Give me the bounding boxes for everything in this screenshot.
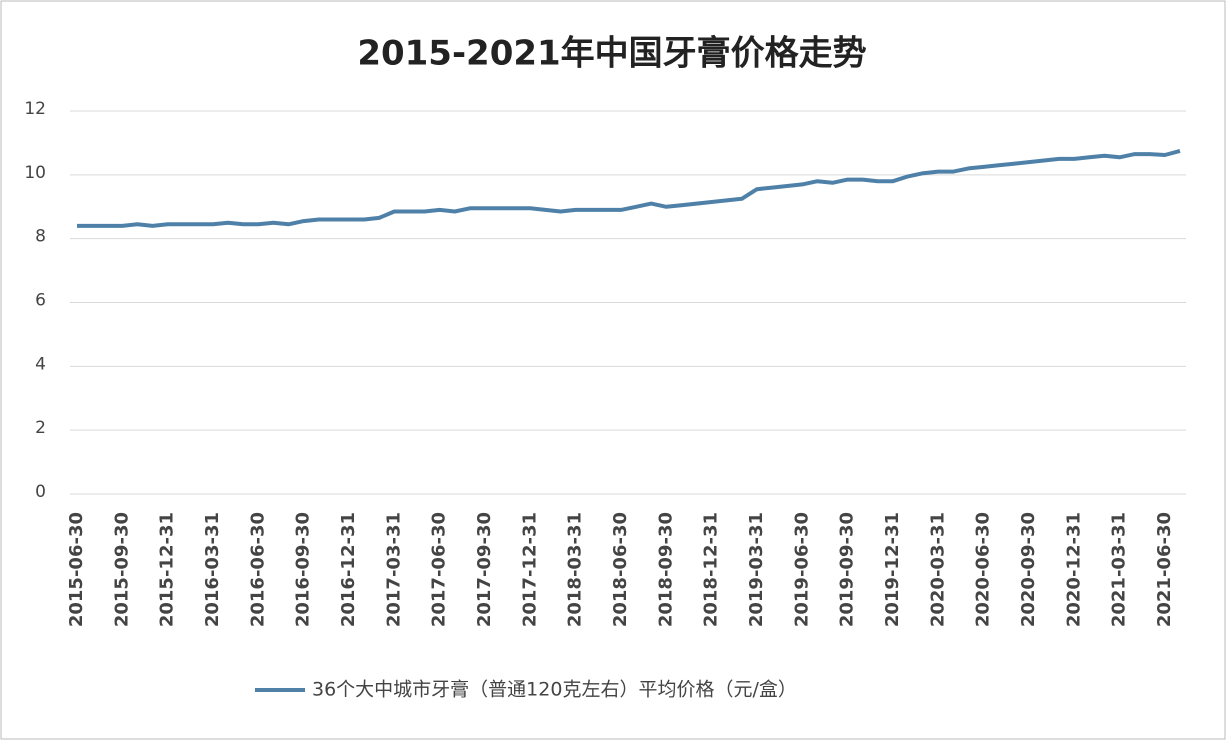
y-tick-label: 8 bbox=[35, 227, 46, 247]
y-tick-label: 10 bbox=[24, 163, 46, 183]
x-tick-label: 2017-03-31 bbox=[383, 512, 404, 627]
y-tick-label: 6 bbox=[35, 291, 46, 311]
x-tick-label: 2020-09-30 bbox=[1018, 512, 1039, 627]
x-tick-label: 2017-09-30 bbox=[474, 512, 495, 627]
x-tick-label: 2015-12-31 bbox=[157, 512, 178, 627]
x-tick-label: 2015-09-30 bbox=[111, 512, 132, 627]
x-tick-label: 2016-09-30 bbox=[293, 512, 314, 627]
x-tick-label: 2016-03-31 bbox=[202, 512, 223, 627]
legend-label: 36个大中城市牙膏（普通120克左右）平均价格（元/盒） bbox=[312, 678, 797, 701]
x-tick-label: 2018-12-31 bbox=[701, 512, 722, 627]
y-tick-label: 0 bbox=[35, 482, 46, 502]
x-tick-label: 2016-12-31 bbox=[338, 512, 359, 627]
x-tick-label: 2019-09-30 bbox=[837, 512, 858, 627]
x-tick-label: 2018-03-31 bbox=[565, 512, 586, 627]
y-tick-label: 2 bbox=[35, 418, 46, 438]
x-tick-label: 2016-06-30 bbox=[247, 512, 268, 627]
line-series bbox=[77, 148, 1181, 228]
x-tick-label: 2017-06-30 bbox=[429, 512, 450, 627]
x-tick-label: 2020-12-31 bbox=[1063, 512, 1084, 627]
chart-title: 2015-2021年中国牙膏价格走势 bbox=[357, 34, 866, 74]
y-tick-label: 12 bbox=[24, 99, 46, 119]
x-tick-label: 2020-06-30 bbox=[973, 512, 994, 627]
x-tick-label: 2019-12-31 bbox=[882, 512, 903, 627]
x-tick-label: 2015-06-30 bbox=[66, 512, 87, 627]
x-tick-label: 2021-06-30 bbox=[1154, 512, 1175, 627]
x-tick-label: 2019-06-30 bbox=[791, 512, 812, 627]
y-tick-label: 4 bbox=[35, 354, 46, 374]
x-tick-label: 2017-12-31 bbox=[519, 512, 540, 627]
x-tick-label: 2020-03-31 bbox=[927, 512, 948, 627]
x-tick-label: 2018-09-30 bbox=[655, 512, 676, 627]
x-tick-label: 2021-03-31 bbox=[1109, 512, 1130, 627]
x-tick-label: 2018-06-30 bbox=[610, 512, 631, 627]
x-tick-label: 2019-03-31 bbox=[746, 512, 767, 627]
